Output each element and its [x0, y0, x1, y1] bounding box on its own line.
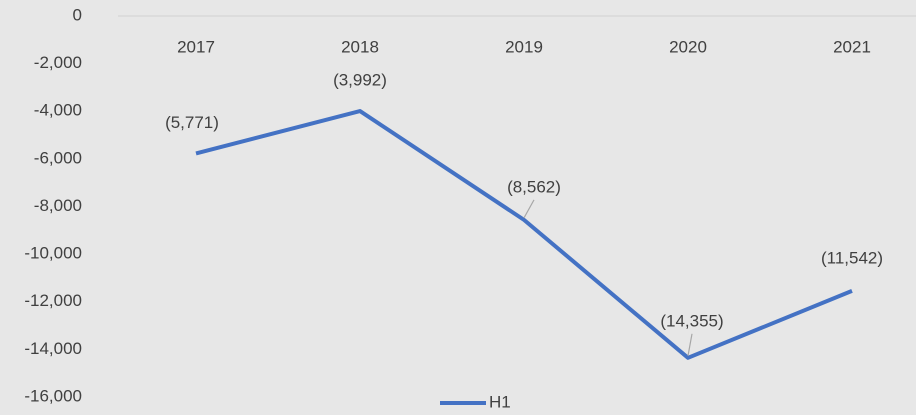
y-tick-label: -12,000: [24, 291, 82, 310]
data-label: (3,992): [333, 71, 387, 90]
y-tick-label: -10,000: [24, 244, 82, 263]
data-label: (11,542): [821, 248, 883, 267]
data-label: (5,771): [165, 113, 219, 132]
data-label: (8,562): [507, 177, 561, 196]
x-tick-label: 2020: [669, 37, 707, 56]
y-tick-label: -6,000: [34, 148, 82, 167]
data-line: [195, 109, 853, 360]
y-tick-label: -2,000: [34, 53, 82, 72]
leader-line: [523, 199, 535, 219]
x-tick-label: 2018: [341, 37, 379, 56]
x-tick-label: 2017: [177, 37, 215, 56]
y-tick-label: 0: [73, 5, 82, 24]
x-tick-label: 2019: [505, 37, 543, 56]
y-tick-label: -8,000: [34, 196, 82, 215]
y-tick-label: -14,000: [24, 339, 82, 358]
data-label: (14,355): [660, 311, 723, 330]
legend-label: H1: [489, 392, 511, 411]
x-tick-label: 2021: [833, 37, 871, 56]
y-tick-label: -4,000: [34, 101, 82, 120]
y-tick-label: -16,000: [24, 386, 82, 405]
leader-line: [687, 333, 693, 356]
